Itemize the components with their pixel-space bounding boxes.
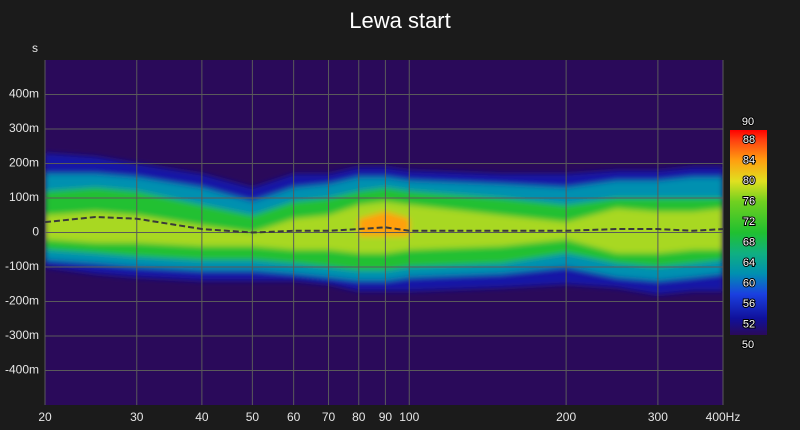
- colorbar-tick-label: 64: [743, 257, 755, 269]
- colorbar-tick-label: 68: [743, 237, 755, 249]
- contour-fill: [45, 153, 723, 295]
- x-tick-label: 60: [287, 410, 301, 424]
- colorbar-tick-label: 84: [743, 155, 755, 167]
- colorbar-min-label: 50: [742, 339, 754, 351]
- x-tick-label: 80: [352, 410, 366, 424]
- dashed-line: [45, 215, 723, 234]
- colorbar-tick-label: 76: [743, 196, 755, 208]
- colorbar-tick-label: 80: [743, 175, 755, 187]
- colorbar-tick-label: 56: [743, 298, 755, 310]
- x-tick-label: 40: [195, 410, 209, 424]
- colorbar-tick-label: 52: [743, 319, 755, 331]
- x-tick-label: 300: [648, 410, 668, 424]
- y-tick-label: -400m: [5, 363, 39, 377]
- colorbar: [730, 130, 767, 335]
- y-tick-label: 100m: [9, 190, 39, 204]
- x-tick-label: 200: [556, 410, 576, 424]
- x-tick-label: 20: [38, 410, 52, 424]
- colorbar-tick-label: 72: [743, 216, 755, 228]
- x-tick-label: 50: [246, 410, 260, 424]
- x-tick-label: 30: [130, 410, 144, 424]
- colorbar-tick-label: 60: [743, 278, 755, 290]
- y-tick-label: 400m: [9, 87, 39, 101]
- contour-layer: [45, 153, 723, 295]
- grid: [44, 60, 724, 405]
- y-tick-label: 200m: [9, 156, 39, 170]
- x-tick-label: 90: [379, 410, 393, 424]
- y-axis-label: s: [32, 41, 38, 55]
- colorbar-max-label: 90: [742, 116, 754, 128]
- labels: 400m 300m 200m 100m 0 -100m -200m -300m -400m 20 3…: [5, 87, 756, 425]
- y-tick-label: 300m: [9, 121, 39, 135]
- y-tick-label: -200m: [5, 294, 39, 308]
- x-tick-label: 70: [322, 410, 336, 424]
- y-tick-label: 0: [32, 225, 39, 239]
- colorbar-tick-label: 88: [743, 134, 755, 146]
- chart-title: Lewa start: [349, 8, 451, 33]
- y-tick-label: -100m: [5, 259, 39, 273]
- y-tick-label: -300m: [5, 328, 39, 342]
- x-tick-label: 400Hz: [706, 410, 741, 424]
- x-tick-label: 100: [399, 410, 419, 424]
- overlay: [45, 215, 723, 234]
